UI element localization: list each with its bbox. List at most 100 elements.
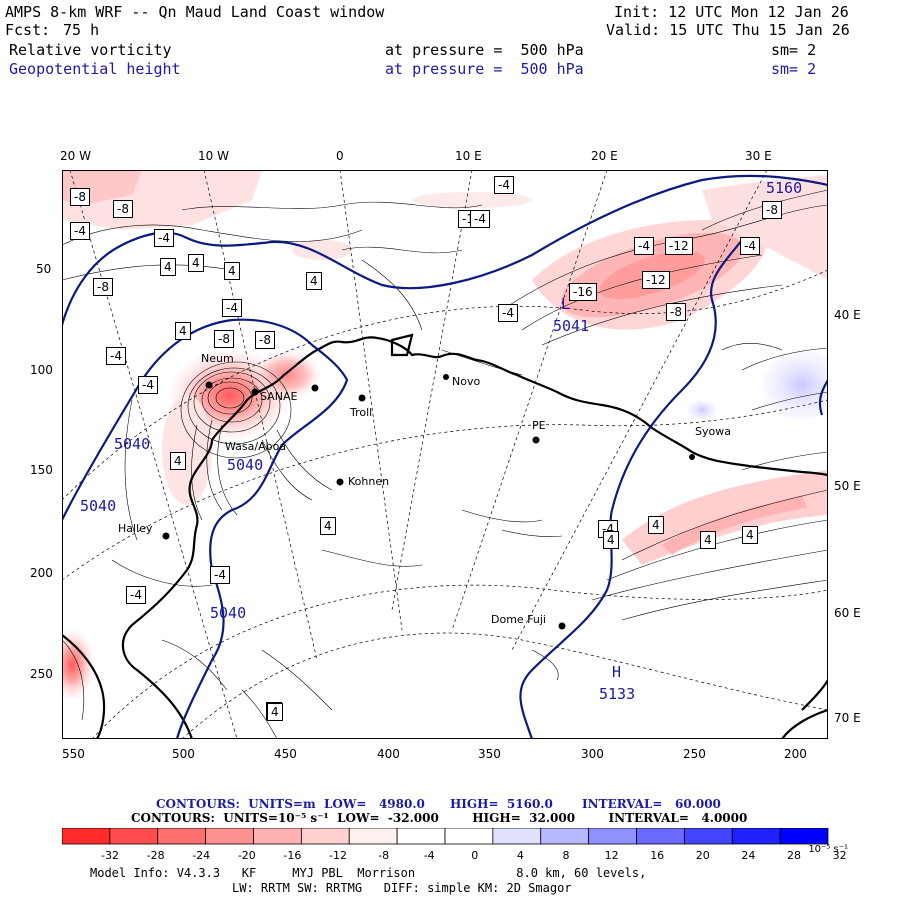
colorbar-tick: 8: [563, 849, 570, 862]
map-title: AMPS 8-km WRF -- Qn Maud Land Coast wind…: [5, 3, 385, 21]
high-center-label: H: [612, 663, 622, 681]
vorticity-label: -4: [154, 229, 174, 247]
station-pe: PE: [532, 419, 546, 432]
colorbar-tick: -16: [283, 849, 301, 862]
colorbar-tick: 16: [650, 849, 664, 862]
bottom-label-400: 400: [377, 747, 400, 761]
colorbar-swatch: [444, 828, 494, 845]
station-wasa-aboa: Wasa/Aboa: [225, 440, 287, 453]
vorticity-label: -8: [93, 278, 113, 296]
low-center-label: L: [561, 295, 571, 313]
field1-smooth: sm= 2: [771, 41, 817, 59]
height-label-5040-b: 5040: [80, 497, 117, 515]
top-label-10w: 10 W: [198, 149, 229, 163]
bottom-label-450: 450: [274, 747, 297, 761]
valid-time: Valid: 15 UTC Thu 15 Jan 26: [606, 21, 850, 39]
height-label-5040-c: 5040: [210, 604, 247, 622]
colorbar-swatch: [540, 828, 590, 845]
vorticity-label: 4: [160, 258, 176, 276]
right-label-60e: 60 E: [834, 606, 861, 620]
colorbar-tick: 28: [787, 849, 801, 862]
model-info: Model Info: V4.3.3 KF MYJ PBL Morrison 8…: [90, 866, 647, 880]
vorticity-contour-info: CONTOURS: UNITS=10⁻⁵ s⁻¹ LOW= -32.000 HI…: [131, 811, 748, 825]
vorticity-label: -16: [569, 283, 597, 301]
coastline: [62, 333, 828, 739]
model-info-2: LW: RRTM SW: RRTMG DIFF: simple KM: 2D S…: [232, 881, 572, 895]
colorbar-tick: 20: [696, 849, 710, 862]
field2-name: Geopotential height: [9, 60, 181, 78]
vorticity-label: -4: [470, 210, 490, 228]
vorticity-label: -8: [666, 303, 686, 321]
colorbar-tick: -12: [329, 849, 347, 862]
colorbar-tick: -4: [424, 849, 435, 862]
vorticity-label: -4: [70, 222, 90, 240]
colorbar-swatch: [300, 828, 350, 845]
vorticity-label: -4: [126, 586, 146, 604]
top-label-10e: 10 E: [455, 149, 482, 163]
vorticity-map: [62, 170, 828, 739]
top-label-30e: 30 E: [745, 149, 772, 163]
colorbar-swatch: [396, 828, 446, 845]
vorticity-label: 4: [320, 517, 336, 535]
init-time: Init: 12 UTC Mon 12 Jan 26: [614, 3, 849, 21]
station-halley: Halley: [118, 522, 153, 535]
height-label-5040-d: 5040: [227, 456, 264, 474]
map-frame: [62, 170, 828, 739]
bottom-label-350: 350: [478, 747, 501, 761]
station-markers: [162, 374, 695, 630]
left-label-50: 50: [36, 262, 52, 276]
vorticity-label: -4: [222, 299, 242, 317]
colorbar-swatch: [253, 828, 302, 845]
colorbar-unit: 10⁻⁵ s⁻¹: [808, 844, 848, 855]
colorbar-tick: -20: [238, 849, 256, 862]
station-syowa: Syowa: [695, 425, 731, 438]
height-label-5133: 5133: [599, 685, 636, 703]
geopotential-contours: [62, 174, 828, 739]
left-label-100: 100: [30, 363, 53, 377]
forecast-label: Fcst:: [5, 21, 51, 39]
vorticity-label: 4: [603, 531, 619, 549]
vorticity-label: -8: [255, 331, 275, 349]
vorticity-label: -12: [665, 237, 693, 255]
vorticity-label: -4: [138, 376, 158, 394]
colorbar: -32 -28 -24 -20 -16 -12 -8 -4 0 4 8 12 16 20 24 28 3210⁻…: [62, 828, 848, 862]
colorbar-swatch: [205, 828, 254, 845]
colorbar-tick: 4: [517, 849, 524, 862]
colorbar-swatch: [588, 828, 637, 845]
top-label-20e: 20 E: [591, 149, 618, 163]
station-dome-fuji: Dome Fuji: [491, 613, 546, 626]
height-label-5040-a: 5040: [114, 435, 151, 453]
vorticity-label: -4: [740, 237, 760, 255]
left-label-250: 250: [30, 667, 53, 681]
vorticity-label: 4: [306, 272, 322, 290]
colorbar-tick: -8: [378, 849, 389, 862]
station-sanae: SANAE: [260, 390, 298, 403]
colorbar-swatch: [492, 828, 542, 845]
field1-level: at pressure = 500 hPa: [385, 41, 584, 59]
colorbar-swatch: [109, 828, 159, 845]
vorticity-label: -8: [762, 201, 782, 219]
field1-name: Relative vorticity: [9, 41, 172, 59]
vorticity-label: -8: [113, 200, 133, 218]
left-label-200: 200: [30, 566, 53, 580]
top-label-20w: 20 W: [60, 149, 91, 163]
colorbar-swatch: [636, 828, 685, 845]
bottom-label-250: 250: [683, 747, 706, 761]
station-kohnen: Kohnen: [348, 475, 390, 488]
vorticity-label: -12: [642, 271, 670, 289]
field2-smooth: sm= 2: [771, 60, 817, 78]
vorticity-label: -4: [210, 566, 230, 584]
vorticity-label: -4: [106, 347, 126, 365]
vorticity-label: -8: [70, 188, 90, 206]
bottom-label-550: 550: [62, 747, 85, 761]
right-label-50e: 50 E: [834, 479, 861, 493]
colorbar-tick: -32: [101, 849, 119, 862]
vorticity-label: 4: [170, 452, 186, 470]
vorticity-label: 4: [700, 531, 716, 549]
vorticity-label: -8: [214, 330, 234, 348]
vorticity-label: -4: [498, 304, 518, 322]
colorbar-tick: 32: [833, 849, 847, 862]
colorbar-swatch: [348, 828, 398, 845]
vorticity-label: 4: [267, 703, 283, 721]
vorticity-label: 4: [224, 262, 240, 280]
